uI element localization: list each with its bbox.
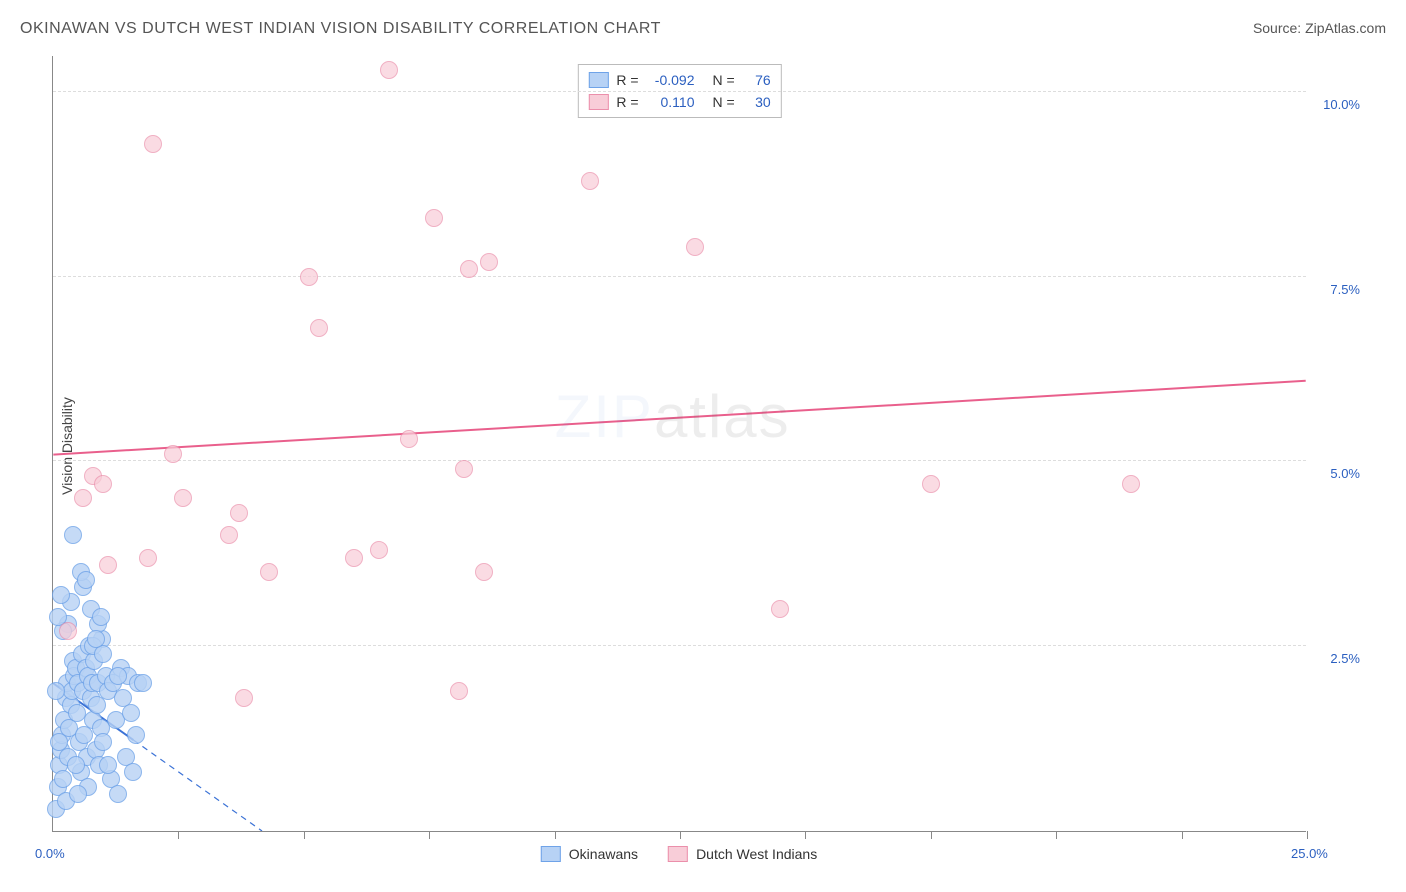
legend-swatch — [541, 846, 561, 862]
x-tick — [429, 831, 430, 839]
stat-r-value: 0.110 — [647, 91, 695, 113]
data-point — [230, 504, 248, 522]
data-point — [122, 704, 140, 722]
stat-r-label: R = — [616, 91, 638, 113]
y-tick-label: 5.0% — [1330, 466, 1360, 481]
y-tick-label: 10.0% — [1323, 97, 1360, 112]
data-point — [310, 319, 328, 337]
legend-item: Dutch West Indians — [668, 846, 817, 862]
data-point — [124, 763, 142, 781]
data-point — [581, 172, 599, 190]
gridline — [53, 645, 1306, 646]
data-point — [109, 667, 127, 685]
source-prefix: Source: — [1253, 20, 1305, 36]
data-point — [1122, 475, 1140, 493]
stats-row: R = 0.110 N = 30 — [588, 91, 770, 113]
data-point — [686, 238, 704, 256]
data-point — [475, 563, 493, 581]
data-point — [260, 563, 278, 581]
x-tick-label: 25.0% — [1291, 846, 1328, 861]
data-point — [92, 608, 110, 626]
x-tick — [304, 831, 305, 839]
data-point — [460, 260, 478, 278]
watermark-zip: ZIP — [555, 383, 654, 450]
data-point — [69, 785, 87, 803]
data-point — [300, 268, 318, 286]
stat-r-label: R = — [616, 69, 638, 91]
x-tick — [1056, 831, 1057, 839]
data-point — [52, 586, 70, 604]
gridline — [53, 276, 1306, 277]
data-point — [87, 630, 105, 648]
stats-row: R = -0.092 N = 76 — [588, 69, 770, 91]
data-point — [450, 682, 468, 700]
data-point — [771, 600, 789, 618]
legend-swatch — [668, 846, 688, 862]
chart-title: OKINAWAN VS DUTCH WEST INDIAN VISION DIS… — [20, 20, 661, 38]
x-tick — [805, 831, 806, 839]
legend-swatch — [588, 94, 608, 110]
data-point — [480, 253, 498, 271]
data-point — [164, 445, 182, 463]
data-point — [174, 489, 192, 507]
data-point — [64, 526, 82, 544]
data-point — [99, 556, 117, 574]
source-name: ZipAtlas.com — [1305, 20, 1386, 36]
legend-label: Dutch West Indians — [696, 846, 817, 862]
x-tick — [680, 831, 681, 839]
stat-n-value: 76 — [743, 69, 771, 91]
data-point — [380, 61, 398, 79]
legend-label: Okinawans — [569, 846, 638, 862]
source-attribution: Source: ZipAtlas.com — [1253, 20, 1386, 36]
data-point — [77, 571, 95, 589]
x-tick — [178, 831, 179, 839]
stat-n-value: 30 — [743, 91, 771, 113]
data-point — [370, 541, 388, 559]
y-tick-label: 7.5% — [1330, 282, 1360, 297]
data-point — [67, 756, 85, 774]
watermark-atlas: atlas — [654, 383, 791, 450]
data-point — [425, 209, 443, 227]
data-point — [345, 549, 363, 567]
data-point — [88, 696, 106, 714]
stat-n-label: N = — [713, 91, 735, 113]
data-point — [400, 430, 418, 448]
data-point — [127, 726, 145, 744]
x-tick — [1182, 831, 1183, 839]
gridline — [53, 460, 1306, 461]
data-point — [47, 682, 65, 700]
stat-r-value: -0.092 — [647, 69, 695, 91]
data-point — [94, 475, 112, 493]
y-tick-label: 2.5% — [1330, 651, 1360, 666]
data-point — [144, 135, 162, 153]
scatter-plot: ZIPatlas R =-0.092N =76R =0.110N =30 2.5… — [52, 56, 1306, 832]
data-point — [220, 526, 238, 544]
data-point — [94, 733, 112, 751]
trend-lines — [53, 56, 1306, 831]
data-point — [59, 622, 77, 640]
data-point — [139, 549, 157, 567]
data-point — [922, 475, 940, 493]
legend-item: Okinawans — [541, 846, 638, 862]
series-legend: Okinawans Dutch West Indians — [541, 846, 817, 862]
data-point — [109, 785, 127, 803]
data-point — [50, 733, 68, 751]
x-tick-label: 0.0% — [35, 846, 65, 861]
x-tick — [931, 831, 932, 839]
data-point — [99, 756, 117, 774]
plot-container: ZIPatlas R =-0.092N =76R =0.110N =30 2.5… — [52, 56, 1306, 832]
x-tick — [1307, 831, 1308, 839]
x-tick — [555, 831, 556, 839]
data-point — [235, 689, 253, 707]
gridline — [53, 91, 1306, 92]
stat-n-label: N = — [713, 69, 735, 91]
data-point — [74, 489, 92, 507]
watermark: ZIPatlas — [555, 382, 791, 451]
data-point — [134, 674, 152, 692]
data-point — [54, 770, 72, 788]
legend-swatch — [588, 72, 608, 88]
data-point — [455, 460, 473, 478]
